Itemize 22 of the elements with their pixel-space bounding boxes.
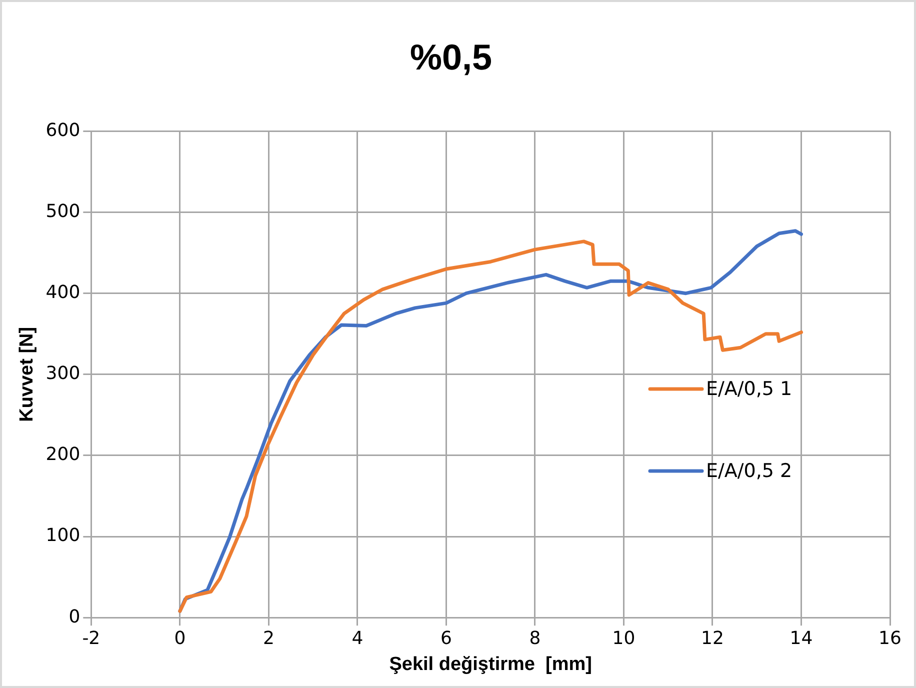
y-tick-label: 500 — [46, 200, 80, 222]
x-tick-label: 14 — [790, 628, 813, 650]
x-axis-title: Şekil değiştirme [mm] — [389, 654, 592, 675]
x-tick-label: -2 — [82, 628, 100, 650]
legend-label: E/A/0,5 2 — [706, 460, 792, 482]
x-tick-label: 16 — [878, 628, 902, 650]
x-tick-label: 4 — [352, 628, 364, 650]
x-tick-label: 12 — [701, 628, 724, 650]
y-tick-label: 600 — [46, 120, 80, 141]
y-tick-label: 200 — [46, 444, 80, 466]
legend-label: E/A/0,5 1 — [706, 378, 792, 400]
x-tick-label: 0 — [174, 628, 186, 650]
x-tick-label: 2 — [262, 628, 274, 650]
chart-title: %0,5 — [410, 36, 492, 78]
x-tick-label: 10 — [612, 628, 636, 650]
x-tick-label: 6 — [440, 628, 452, 650]
y-axis-title: Kuvvet [N] — [16, 326, 38, 422]
y-tick-label: 400 — [46, 282, 80, 304]
y-tick-label: 100 — [46, 525, 80, 546]
x-tick-label: 8 — [529, 628, 541, 650]
y-tick-label: 0 — [68, 606, 80, 628]
y-tick-label: 300 — [46, 363, 80, 384]
